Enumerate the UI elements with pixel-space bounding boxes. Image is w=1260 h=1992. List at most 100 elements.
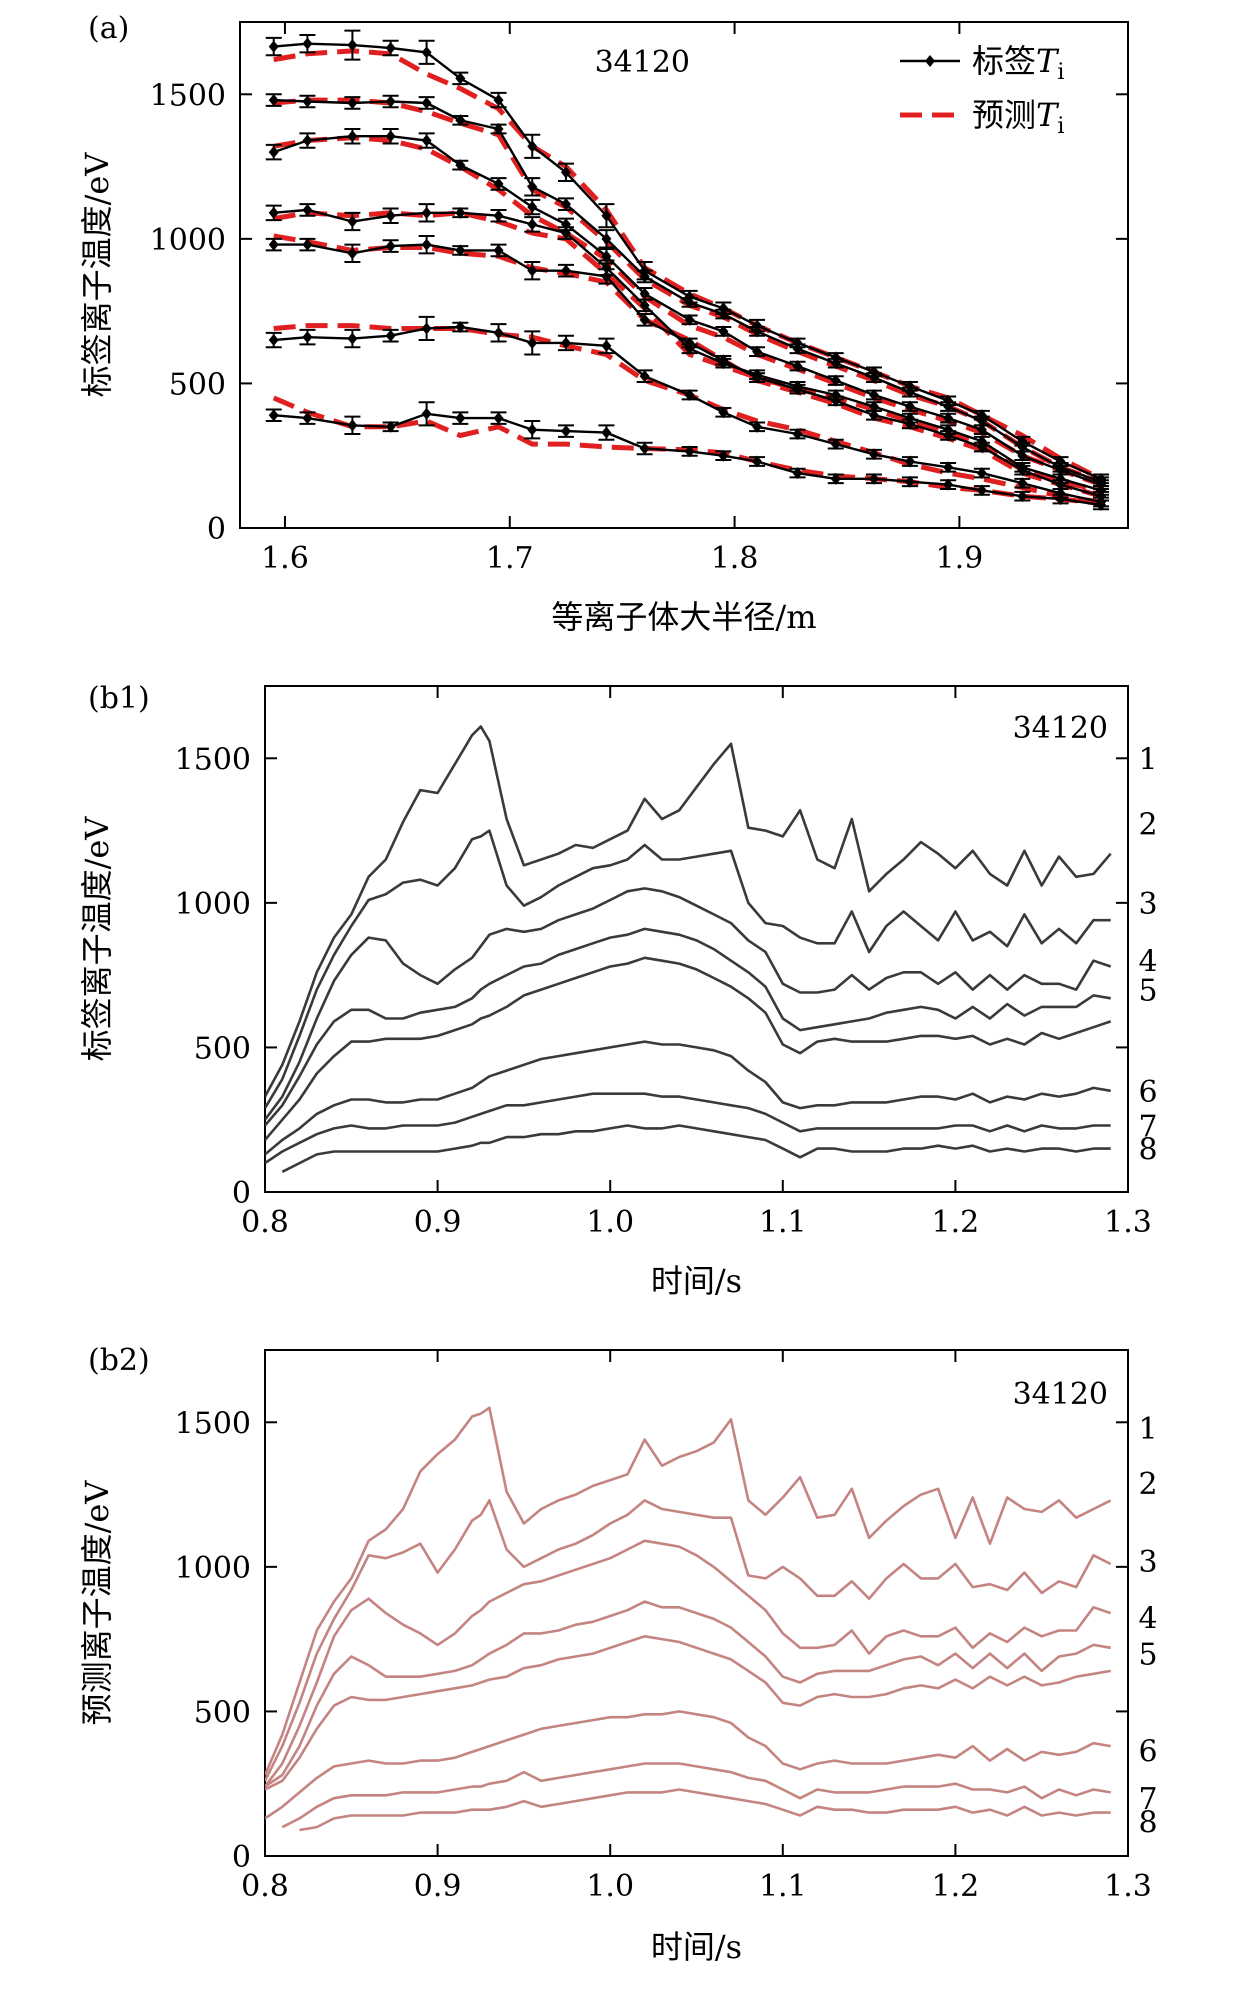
shot-number: 34120 [595, 45, 690, 80]
series-1 [265, 1406, 1112, 1776]
data-point [527, 264, 538, 277]
data-point [560, 425, 571, 438]
data-point [1017, 477, 1028, 490]
data-point [1055, 493, 1066, 506]
data-point [718, 354, 729, 367]
series-4 [265, 1600, 1111, 1788]
data-point [976, 423, 987, 436]
data-point [639, 442, 650, 455]
data-point [493, 122, 504, 135]
x-tick-label: 1.1 [759, 1205, 807, 1240]
data-point [601, 209, 612, 222]
data-point [904, 455, 915, 468]
y-tick-label: 1000 [175, 887, 251, 922]
legend-text-1: 预测Ti [972, 96, 1064, 139]
channel-label-8: 8 [1138, 1133, 1157, 1168]
data-point [268, 40, 279, 53]
y-tick-label: 1000 [175, 1551, 251, 1586]
data-point [976, 441, 987, 454]
data-point [752, 371, 763, 384]
data-point [385, 420, 396, 433]
data-point [268, 146, 279, 159]
plot-area [265, 1406, 1112, 1832]
channel-label-3: 3 [1138, 1545, 1157, 1580]
data-point [455, 72, 466, 85]
data-point [385, 42, 396, 55]
data-point [1017, 464, 1028, 477]
x-axis-label: 时间/s [651, 1928, 742, 1966]
channel-label-1: 1 [1138, 1412, 1157, 1447]
data-point [347, 247, 358, 260]
channel-label-6: 6 [1138, 1075, 1157, 1110]
channel-label-1: 1 [1138, 742, 1157, 777]
series-2 [265, 1499, 1112, 1782]
panel-label: (a) [88, 11, 129, 46]
y-tick-label: 1500 [150, 78, 226, 113]
y-axis-label: 标签离子温度/eV [78, 816, 116, 1062]
data-point [421, 407, 432, 420]
channel-label-2: 2 [1138, 1467, 1157, 1502]
series-7 [281, 1762, 1111, 1829]
data-point [639, 313, 650, 326]
pred-line-p1 [273, 48, 1103, 482]
data-point [718, 308, 729, 321]
data-point [830, 357, 841, 370]
data-point [493, 94, 504, 107]
data-point [1055, 464, 1066, 477]
x-tick-label: 1.2 [932, 1869, 980, 1904]
data-point [976, 484, 987, 497]
y-tick-label: 0 [232, 1840, 251, 1875]
y-tick-label: 1000 [150, 223, 226, 258]
data-point [1055, 478, 1066, 491]
data-point [830, 472, 841, 485]
data-point [792, 383, 803, 396]
y-axis-label: 预测离子温度/eV [78, 1480, 116, 1726]
data-point [830, 438, 841, 451]
data-point [421, 238, 432, 251]
legend-marker [925, 55, 935, 67]
data-point [421, 322, 432, 335]
x-axis-label: 等离子体大半径/m [551, 598, 816, 636]
x-tick-label: 1.8 [711, 541, 759, 576]
x-tick-label: 1.3 [1104, 1205, 1152, 1240]
series-6 [265, 1710, 1111, 1820]
channel-label-4: 4 [1138, 1601, 1157, 1636]
y-axis-label: 标签离子温度/eV [78, 152, 116, 398]
data-point [268, 94, 279, 107]
channel-label-2: 2 [1138, 807, 1157, 842]
panel-label: (b1) [88, 681, 150, 716]
y-tick-label: 1500 [175, 1406, 251, 1441]
data-point [976, 415, 987, 428]
data-point [560, 336, 571, 349]
data-point [421, 96, 432, 109]
legend: 标签Ti 预测Ti [900, 42, 1064, 139]
data-point [868, 400, 879, 413]
series-6 [265, 1040, 1111, 1156]
data-point [302, 238, 313, 251]
data-point [347, 215, 358, 228]
shot-number: 34120 [1013, 1377, 1108, 1412]
data-point [684, 313, 695, 326]
x-axis-label: 时间/s [651, 1262, 742, 1300]
series-1 [265, 725, 1112, 1098]
data-point [639, 287, 650, 300]
data-point [268, 409, 279, 422]
y-tick-label: 500 [194, 1695, 251, 1730]
data-point [601, 270, 612, 283]
data-point [601, 232, 612, 245]
data-point [904, 417, 915, 430]
data-point [752, 325, 763, 338]
data-point [347, 332, 358, 345]
x-tick-label: 1.7 [486, 541, 534, 576]
data-point [684, 445, 695, 458]
data-point [455, 159, 466, 172]
channel-label-5: 5 [1138, 1638, 1157, 1673]
x-tick-label: 0.8 [241, 1205, 289, 1240]
data-point [302, 412, 313, 425]
data-point [792, 467, 803, 480]
data-point [684, 336, 695, 349]
y-tick-label: 0 [207, 512, 226, 547]
data-point [347, 419, 358, 432]
series-5 [265, 956, 1112, 1141]
x-tick-label: 1.3 [1104, 1869, 1152, 1904]
